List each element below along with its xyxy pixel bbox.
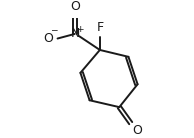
Text: O: O <box>132 124 142 137</box>
Text: O: O <box>44 32 54 45</box>
Text: N: N <box>71 27 81 40</box>
Text: O: O <box>70 0 80 13</box>
Text: −: − <box>50 25 57 34</box>
Text: F: F <box>96 21 103 34</box>
Text: +: + <box>76 25 84 34</box>
